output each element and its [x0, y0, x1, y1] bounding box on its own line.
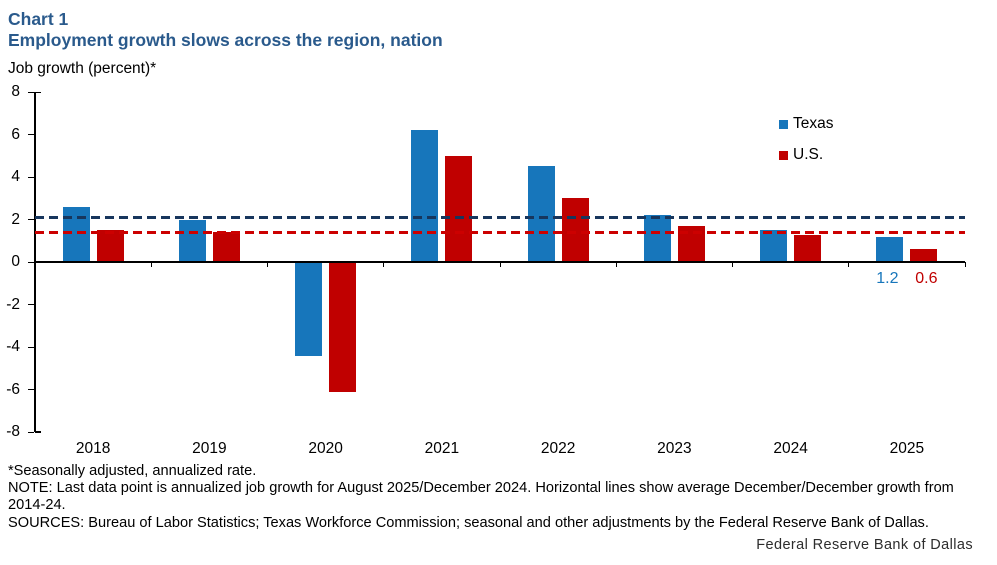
- x-category-label: 2020: [308, 440, 343, 457]
- x-tick: [499, 262, 501, 267]
- y-tick: [28, 261, 34, 263]
- x-category-label: 2023: [657, 440, 692, 457]
- branding: Federal Reserve Bank of Dallas: [756, 537, 973, 553]
- x-category-label: 2024: [773, 440, 808, 457]
- y-tick: [28, 91, 34, 93]
- y-tick-label: 2: [11, 210, 20, 228]
- x-tick: [848, 262, 850, 267]
- x-category-label: 2018: [75, 440, 111, 457]
- x-category-label: 2019: [192, 440, 227, 457]
- legend-entry-texas: Texas: [779, 115, 834, 133]
- x-category-label: 2025: [889, 440, 925, 457]
- y-tick: [28, 219, 34, 220]
- y-tick: [28, 389, 34, 390]
- bar-texas-2021: [411, 130, 439, 262]
- x-tick: [732, 262, 733, 267]
- legend-label-us: U.S.: [793, 146, 824, 163]
- footnote-note-line2: 2014-24.: [8, 497, 66, 514]
- y-tick: [28, 134, 34, 135]
- x-tick: [267, 262, 268, 267]
- y-tick: [28, 176, 34, 178]
- y-tick-label: 6: [11, 125, 20, 143]
- chart-number: Chart 1: [8, 9, 69, 29]
- bar-us-2024: [794, 235, 822, 262]
- y-tick-label: -8: [6, 423, 20, 440]
- ref-line-us-avg: [35, 230, 965, 234]
- bar-texas-2023: [643, 215, 671, 262]
- bar-texas-2019: [178, 219, 206, 262]
- y-tick: [28, 431, 34, 433]
- legend-label-texas: Texas: [793, 115, 834, 132]
- bar-texas-2022: [527, 166, 555, 262]
- x-category-label: 2022: [540, 440, 576, 457]
- footnote-sources: SOURCES: Bureau of Labor Statistics; Tex…: [8, 514, 929, 531]
- footnote-note-line1: NOTE: Last data point is annualized job …: [8, 480, 954, 497]
- y-axis-cap-top: [35, 91, 41, 93]
- x-tick: [150, 262, 152, 267]
- footnote-asterisk: *Seasonally adjusted, annualized rate.: [8, 463, 257, 479]
- footnotes: *Seasonally adjusted, annualized rate. N…: [8, 463, 954, 532]
- page-title: Employment growth slows across the regio…: [8, 30, 443, 50]
- x-tick: [615, 262, 617, 267]
- bar-texas-2024: [760, 230, 788, 262]
- y-tick-label: -2: [6, 295, 20, 313]
- y-tick-label: -6: [6, 380, 20, 398]
- x-axis-line: [34, 261, 965, 263]
- bar-us-2022: [561, 198, 589, 262]
- y-tick: [28, 304, 34, 305]
- end-label-us: 0.6: [915, 270, 938, 287]
- y-tick-label: 0: [11, 253, 20, 270]
- x-category-label: 2021: [424, 440, 460, 457]
- bar-us-2025: [910, 249, 938, 262]
- end-label-texas: 1.2: [876, 270, 899, 287]
- bar-us-2018: [96, 230, 124, 262]
- y-tick: [28, 346, 34, 348]
- legend-entry-us: U.S.: [779, 146, 834, 164]
- y-axis-title: Job growth (percent)*: [8, 60, 157, 77]
- x-tick: [383, 262, 385, 267]
- bar-texas-2020: [295, 262, 323, 356]
- y-tick-label: 8: [11, 83, 20, 100]
- x-tick: [964, 262, 966, 267]
- legend-swatch-us: [779, 150, 788, 160]
- bar-us-2019: [212, 232, 240, 262]
- y-tick-label: 4: [11, 168, 20, 185]
- ref-line-texas-avg: [35, 215, 965, 219]
- bar-texas-2025: [876, 236, 904, 262]
- chart-header: Chart 1 Employment growth slows across t…: [8, 9, 443, 51]
- legend: Texas U.S.: [779, 115, 834, 164]
- y-tick-label: -4: [6, 338, 20, 355]
- legend-swatch-texas: [779, 119, 788, 129]
- bar-us-2021: [445, 155, 473, 262]
- y-axis-cap-bottom: [35, 431, 41, 433]
- bar-us-2020: [329, 262, 357, 392]
